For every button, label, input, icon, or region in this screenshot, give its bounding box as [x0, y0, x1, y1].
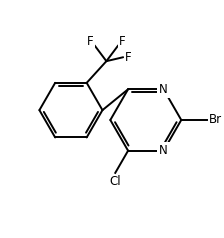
Text: Cl: Cl [110, 175, 121, 188]
Text: F: F [119, 35, 125, 48]
Text: F: F [87, 35, 94, 48]
Text: N: N [159, 83, 168, 96]
Text: N: N [159, 144, 168, 157]
Text: Br: Br [209, 114, 222, 126]
Text: F: F [125, 51, 131, 64]
